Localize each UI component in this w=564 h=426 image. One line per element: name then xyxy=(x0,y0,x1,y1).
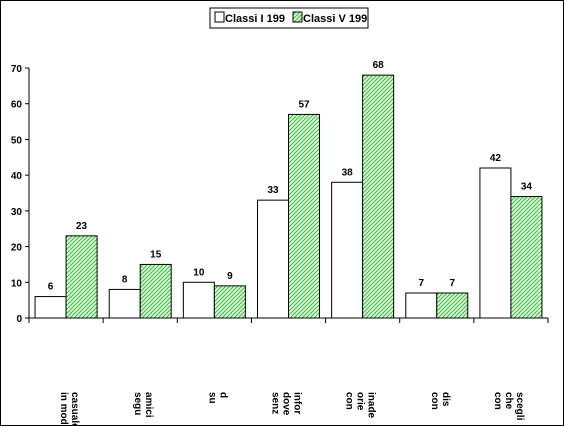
category-label: con xyxy=(429,392,440,410)
y-tick-label: 20 xyxy=(11,243,23,254)
category-label: dis xyxy=(440,392,451,407)
bar-series-1 xyxy=(108,288,141,319)
data-label: 68 xyxy=(373,60,385,71)
legend-label-series-2: Classi V 199 xyxy=(303,13,367,25)
y-tick-label: 30 xyxy=(11,207,23,218)
data-label: 57 xyxy=(298,99,310,110)
data-label: 34 xyxy=(521,182,533,193)
data-label: 7 xyxy=(450,278,456,289)
data-label: 9 xyxy=(227,271,233,282)
x-ticks xyxy=(28,318,549,323)
bar-series-2 xyxy=(288,113,320,319)
data-label: 10 xyxy=(193,267,205,278)
category-label: che xyxy=(503,392,514,410)
category-label: orie xyxy=(355,392,366,411)
y-tick-label: 70 xyxy=(11,64,23,75)
legend-swatch-series-2 xyxy=(292,11,303,23)
category-label: con xyxy=(492,392,503,410)
data-label: 38 xyxy=(342,167,354,178)
category-label: in modo xyxy=(58,392,69,426)
bar-series-2 xyxy=(65,235,98,319)
data-label: 7 xyxy=(419,278,425,289)
bar-series-2 xyxy=(436,292,469,319)
category-label: amici xyxy=(143,392,154,418)
data-label: 23 xyxy=(76,221,88,232)
bar-series-2 xyxy=(213,285,246,319)
data-label: 8 xyxy=(122,274,128,285)
category-label: infor xyxy=(292,392,303,414)
category-label: senz xyxy=(270,392,281,414)
legend-box xyxy=(209,7,369,29)
bar-series-1 xyxy=(182,281,215,319)
category-label: dove xyxy=(281,392,292,416)
category-label: con xyxy=(344,392,355,410)
bar-series-2 xyxy=(362,74,395,319)
y-tick-label: 0 xyxy=(16,314,22,325)
data-labels: 6 23 8 15 10 9 33 57 38 68 7 7 42 34 xyxy=(48,60,533,292)
legend: Classi I 199 Classi V 199 xyxy=(209,7,369,29)
data-label: 6 xyxy=(48,282,54,293)
category-label: segu xyxy=(132,392,143,415)
category-label: scegli xyxy=(514,392,525,421)
category-label: su xyxy=(206,392,217,404)
data-label: 42 xyxy=(490,153,502,164)
category-label: d xyxy=(217,392,228,398)
bar-series-1 xyxy=(479,167,512,319)
bar-series-1 xyxy=(34,296,67,319)
bar-series-2 xyxy=(510,196,543,319)
bars xyxy=(34,74,543,319)
bar-series-1 xyxy=(405,292,438,319)
bar-series-2 xyxy=(139,263,172,319)
legend-swatch-series-1 xyxy=(214,11,225,23)
bar-series-1 xyxy=(331,181,364,319)
legend-label-series-1: Classi I 199 xyxy=(225,13,285,25)
category-label: casuale xyxy=(69,392,80,426)
y-tick-label: 50 xyxy=(11,135,23,146)
y-tick-label: 40 xyxy=(11,171,23,182)
data-label: 33 xyxy=(267,185,279,196)
y-ticks: 0 10 20 30 40 50 60 70 xyxy=(11,64,29,325)
bar-series-1 xyxy=(257,199,289,319)
y-tick-label: 60 xyxy=(11,100,23,111)
data-label: 15 xyxy=(150,249,162,260)
y-tick-label: 10 xyxy=(11,278,23,289)
category-label: inade xyxy=(366,392,377,419)
